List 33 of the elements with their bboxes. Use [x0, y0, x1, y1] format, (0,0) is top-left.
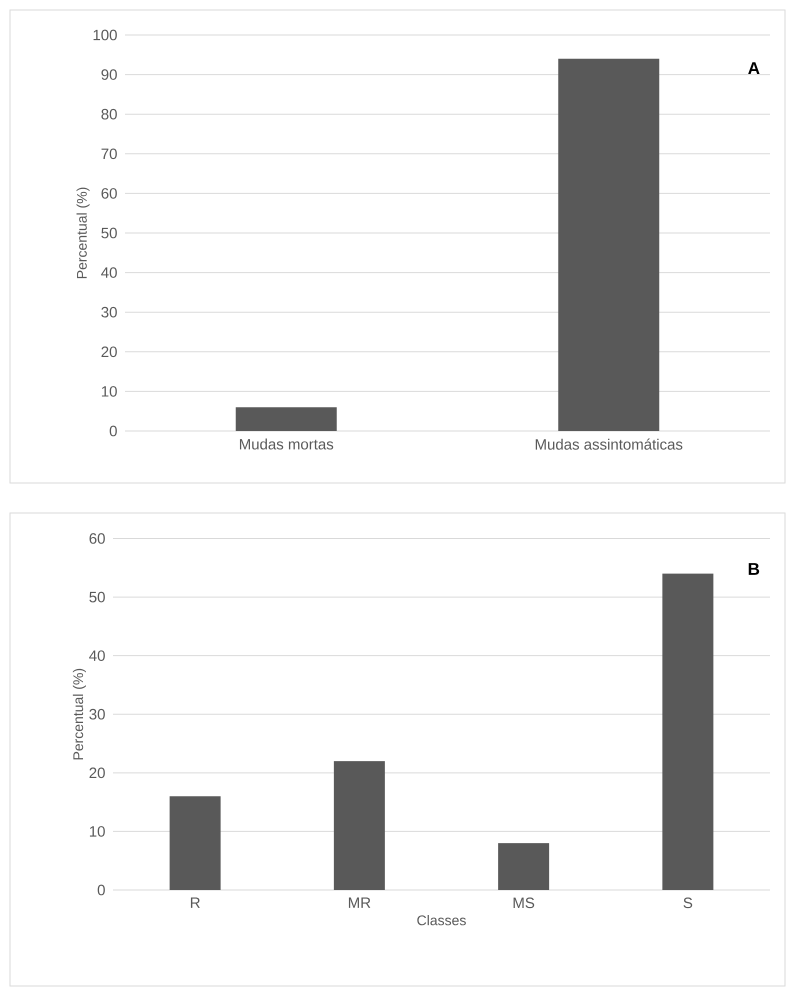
x-tick-label: MR: [348, 898, 370, 908]
y-tick-label: 100: [94, 30, 117, 40]
annotation: B: [748, 563, 760, 575]
y-tick-label: 10: [102, 386, 117, 397]
y-tick-label: 0: [110, 426, 117, 436]
y-tick-label: 10: [90, 826, 105, 837]
bar: [662, 574, 714, 890]
x-axis-title: Classes: [417, 915, 466, 926]
bar: [498, 843, 550, 890]
y-tick-label: 30: [89, 708, 105, 720]
y-tick-label: 40: [89, 650, 105, 661]
y-tick-label: 30: [101, 306, 117, 318]
y-tick-label: 50: [89, 592, 105, 602]
bar: [170, 796, 221, 890]
y-tick-label: 60: [102, 188, 117, 199]
y-axis-title: Percentual (%): [72, 668, 86, 760]
x-tick-label: MS: [514, 898, 534, 908]
y-tick-label: 80: [101, 108, 117, 120]
y-tick-label: 50: [101, 228, 117, 238]
x-tick-label: R: [190, 898, 200, 908]
y-tick-label: 20: [90, 768, 105, 778]
x-tick-label: Mudas mortas: [240, 438, 334, 450]
y-tick-label: 90: [101, 69, 117, 80]
y-axis-title: Percentual (%): [76, 188, 90, 278]
y-tick-label: 70: [102, 148, 117, 160]
y-tick-label: 0: [98, 884, 105, 896]
y-tick-label: 40: [101, 267, 117, 278]
annotation: A: [748, 62, 760, 74]
x-tick-label: Mudas assintomáticas: [536, 438, 682, 450]
x-tick-label: S: [684, 898, 692, 908]
y-tick-label: 60: [90, 533, 105, 544]
y-tick-label: 20: [102, 346, 117, 358]
bar: [334, 761, 385, 890]
